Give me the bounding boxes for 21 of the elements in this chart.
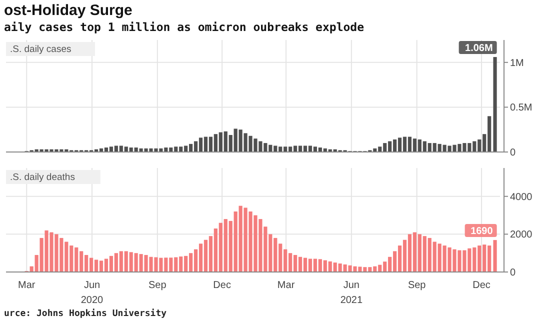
chart-subtitle: aily cases top 1 million as omicron oubreaks explode [4, 20, 364, 34]
y-tick-label: 0 [510, 148, 516, 158]
x-tick-label: Jun 2020 [80, 280, 104, 306]
x-tick-label: Jun 2021 [340, 280, 364, 306]
x-tick-label: Dec [472, 280, 490, 291]
y-tick-label: 4000 [510, 192, 533, 203]
text: .S. daily deaths [10, 172, 76, 183]
chart-title: ost-Holiday Surge [4, 2, 132, 19]
y-tick-label: 0 [510, 268, 516, 278]
y-tick-label: 2000 [510, 230, 533, 241]
x-tick-label: Dec [213, 280, 231, 291]
text: urce: Johns Hopkins University [4, 308, 168, 319]
text: .S. daily cases [10, 44, 72, 55]
y-tick-label: 1M [510, 58, 524, 69]
y-tick-label: 0.5M [510, 102, 532, 114]
x-tick-label: Sep [148, 280, 167, 291]
x-tick-label: Mar [18, 280, 36, 291]
x-tick-label: Sep [408, 280, 426, 291]
x-tick-label: Mar [277, 280, 296, 291]
annotation: 1690 [470, 226, 494, 238]
annotation: 1.06M [465, 43, 493, 54]
